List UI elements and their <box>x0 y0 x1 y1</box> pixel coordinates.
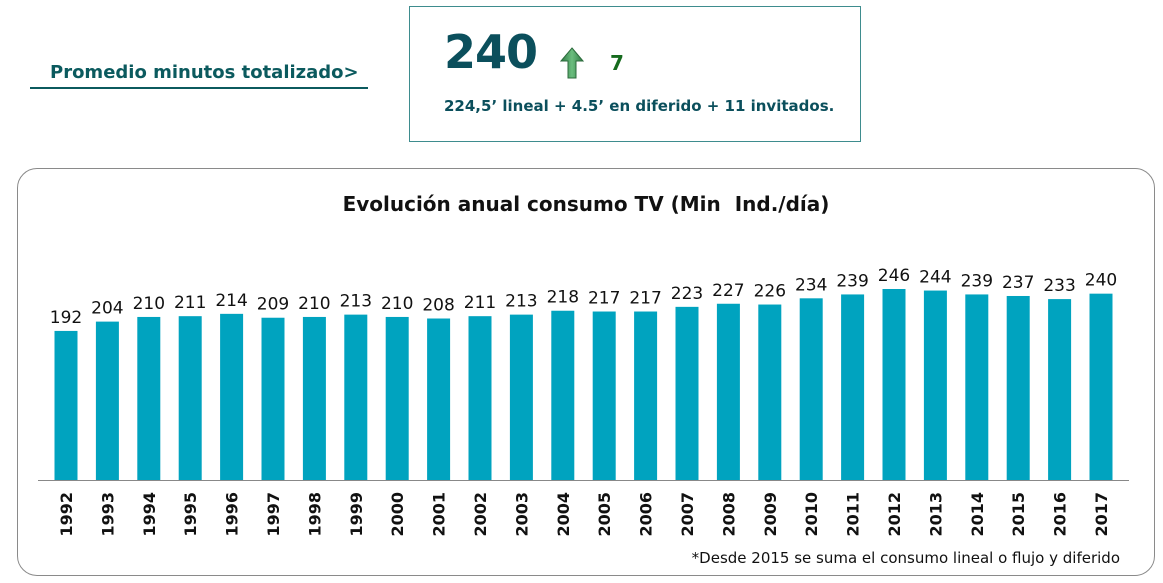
value-label-1992: 192 <box>50 308 82 328</box>
value-label-1998: 210 <box>298 294 330 314</box>
value-label-2010: 234 <box>795 275 827 295</box>
x-tick-2006: 2006 <box>637 492 656 537</box>
value-label-2007: 223 <box>671 284 703 304</box>
x-tick-2005: 2005 <box>595 492 614 537</box>
bar-2000 <box>385 316 409 480</box>
bar-2004 <box>551 310 575 480</box>
x-tick-2014: 2014 <box>968 492 987 537</box>
value-label-2015: 237 <box>1002 273 1034 293</box>
x-tick-2001: 2001 <box>430 492 449 537</box>
bar-2011 <box>841 294 865 480</box>
x-tick-2003: 2003 <box>512 492 531 537</box>
x-tick-1998: 1998 <box>305 492 324 537</box>
value-label-1995: 211 <box>174 293 206 313</box>
x-tick-1992: 1992 <box>57 492 76 537</box>
value-label-2013: 244 <box>919 268 951 288</box>
bar-2002 <box>468 316 492 480</box>
bar-2013 <box>923 290 947 480</box>
bar-2010 <box>799 298 823 480</box>
x-tick-2013: 2013 <box>926 492 945 537</box>
x-tick-1994: 1994 <box>140 492 159 537</box>
chart-panel: Evolución anual consumo TV (Min Ind./día… <box>17 168 1155 576</box>
x-tick-2011: 2011 <box>844 492 863 537</box>
bar-2009 <box>758 304 782 480</box>
bar-2017 <box>1089 293 1113 480</box>
value-label-1997: 209 <box>257 295 289 315</box>
stat-breakdown: 224,5’ lineal + 4.5’ en diferido + 11 in… <box>444 97 835 115</box>
x-tick-2007: 2007 <box>678 492 697 537</box>
value-label-2016: 233 <box>1043 276 1075 296</box>
bar-1996 <box>220 313 244 480</box>
bar-2008 <box>716 303 740 480</box>
value-label-1999: 213 <box>340 292 372 312</box>
x-tick-2015: 2015 <box>1009 492 1028 537</box>
bar-2012 <box>882 289 906 480</box>
chart-title: Evolución anual consumo TV (Min Ind./día… <box>343 192 830 216</box>
section-label: Promedio minutos totalizado> <box>30 62 368 89</box>
value-label-2014: 239 <box>961 271 993 291</box>
bar-2007 <box>675 306 699 480</box>
x-tick-1999: 1999 <box>347 492 366 537</box>
x-tick-2008: 2008 <box>719 492 738 537</box>
bar-2006 <box>634 311 658 480</box>
bar-1993 <box>95 321 119 480</box>
stat-box: 240 7 224,5’ lineal + 4.5’ en diferido +… <box>409 6 861 142</box>
x-tick-2000: 2000 <box>388 492 407 537</box>
x-tick-2009: 2009 <box>761 492 780 537</box>
bar-1997 <box>261 317 285 480</box>
bar-1999 <box>344 314 368 480</box>
bar-1994 <box>137 316 161 480</box>
x-tick-1997: 1997 <box>264 492 283 537</box>
value-label-1996: 214 <box>215 291 247 311</box>
value-label-2003: 213 <box>505 292 537 312</box>
arrow-up-icon <box>560 47 584 79</box>
x-tick-2017: 2017 <box>1092 492 1111 537</box>
value-label-2008: 227 <box>712 281 744 301</box>
bar-2016 <box>1048 299 1072 480</box>
bar-chart: Evolución anual consumo TV (Min Ind./día… <box>38 192 1129 567</box>
bar-1998 <box>302 316 326 480</box>
bar-2003 <box>509 314 533 480</box>
value-label-2012: 246 <box>878 266 910 286</box>
value-label-1993: 204 <box>91 299 123 319</box>
x-tick-1996: 1996 <box>223 492 242 537</box>
value-label-2017: 240 <box>1085 271 1117 291</box>
value-label-1994: 210 <box>133 294 165 314</box>
value-label-2001: 208 <box>422 296 454 316</box>
value-label-2004: 218 <box>547 288 579 308</box>
stat-change: 7 <box>610 51 624 75</box>
bar-2005 <box>592 311 616 480</box>
bar-2014 <box>965 294 989 480</box>
value-label-2005: 217 <box>588 289 620 309</box>
value-label-2000: 210 <box>381 294 413 314</box>
x-tick-1995: 1995 <box>181 492 200 537</box>
x-tick-2010: 2010 <box>802 492 821 537</box>
x-tick-2002: 2002 <box>471 492 490 537</box>
stat-value: 240 <box>444 25 538 79</box>
chart-footnote: *Desde 2015 se suma el consumo lineal o … <box>692 549 1120 567</box>
bar-2015 <box>1006 295 1030 480</box>
x-tick-2004: 2004 <box>554 492 573 537</box>
value-label-2006: 217 <box>629 289 661 309</box>
bar-1992 <box>54 330 78 480</box>
x-tick-2012: 2012 <box>885 492 904 537</box>
x-tick-1993: 1993 <box>98 492 117 537</box>
value-label-2009: 226 <box>754 282 786 302</box>
x-tick-2016: 2016 <box>1051 492 1070 537</box>
bar-2001 <box>427 318 451 480</box>
value-label-2011: 239 <box>836 271 868 291</box>
value-label-2002: 211 <box>464 293 496 313</box>
bar-1995 <box>178 316 202 480</box>
